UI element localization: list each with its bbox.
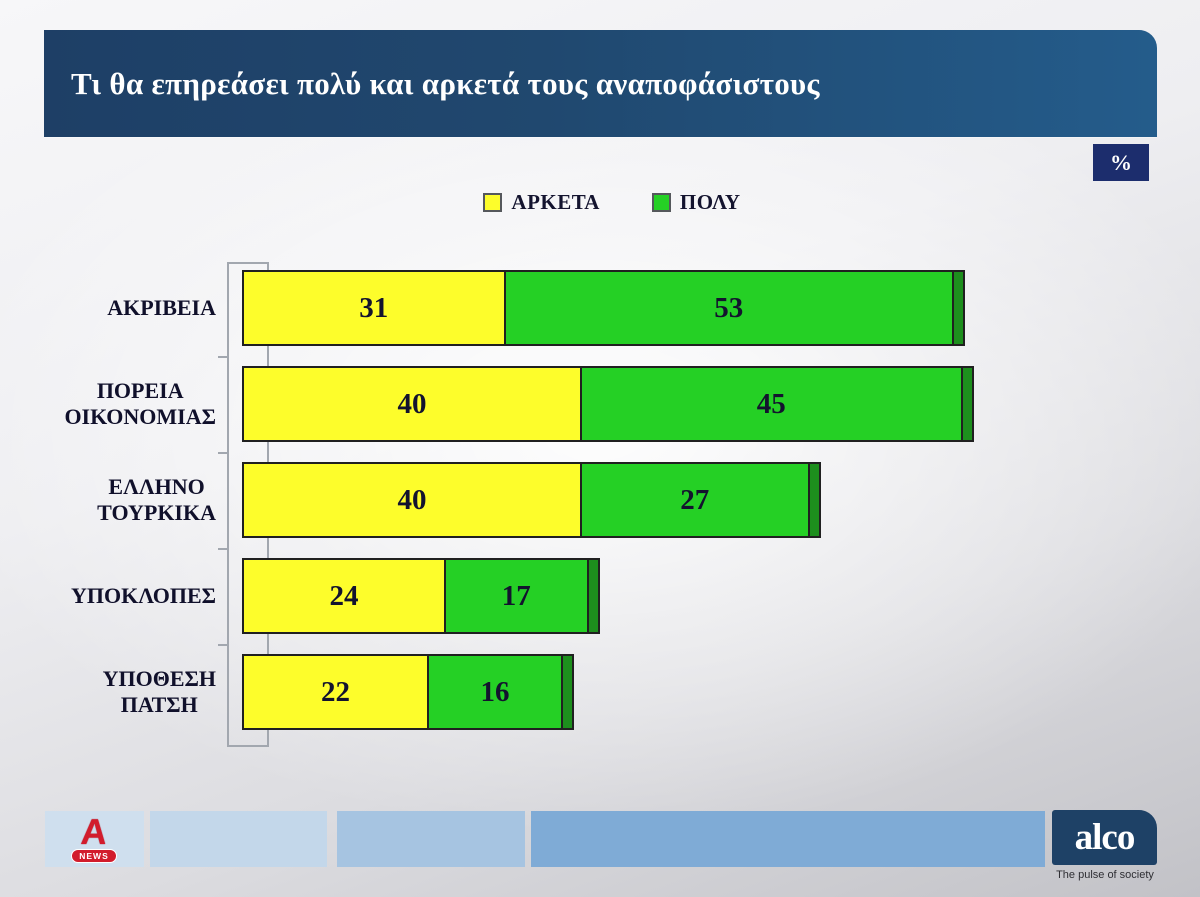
axis-tick	[218, 452, 228, 454]
category-label: ΠΟΡΕΙΑ ΟΙΚΟΝΟΜΙΑΣ	[64, 377, 216, 429]
poly-swatch-icon	[651, 193, 671, 212]
title-bar: Τι θα επηρεάσει πολύ και αρκετά τους ανα…	[44, 30, 1157, 137]
bar-segment-poly: 45	[580, 366, 963, 442]
bar-row: 40 45	[242, 366, 974, 442]
bar-row: 40 27	[242, 462, 821, 538]
chart-legend: ΑΡΚΕΤΑ ΠΟΛΥ	[12, 190, 1200, 215]
category-axis-line	[227, 262, 229, 747]
category-label: ΥΠΟΚΛΟΠΕΣ	[71, 582, 216, 608]
bar-end-cap	[561, 654, 574, 730]
plot-bottom-line	[227, 745, 269, 747]
bar-segment-poly: 16	[427, 654, 563, 730]
axis-tick	[218, 644, 228, 646]
bar-end-cap	[586, 558, 600, 634]
bar-row: 24 17	[242, 558, 600, 634]
bar-segment-poly: 17	[444, 558, 589, 634]
bar-row: 31 53	[242, 270, 965, 346]
bar-segment-arketa: 40	[242, 366, 582, 442]
alco-logo: alco	[1052, 810, 1157, 865]
bar-segment-arketa: 22	[242, 654, 429, 730]
bar-end-cap	[960, 366, 974, 442]
bar-segment-arketa: 24	[242, 558, 446, 634]
legend-item-poly: ΠΟΛΥ	[651, 190, 741, 215]
alpha-letter-icon: Α	[79, 811, 109, 852]
percent-badge: %	[1093, 144, 1149, 181]
plot-top-line	[227, 262, 269, 264]
footer-box-4	[531, 811, 1045, 867]
bar-end-cap	[807, 462, 821, 538]
bar-row: 22 16	[242, 654, 574, 730]
bar-segment-arketa: 31	[242, 270, 506, 346]
footer-box-2	[150, 811, 327, 867]
category-label: ΥΠΟΘΕΣΗ ΠΑΤΣΗ	[102, 665, 216, 717]
alco-wordmark: alco	[1074, 817, 1136, 858]
legend-label-poly: ΠΟΛΥ	[679, 190, 741, 214]
legend-label-arketa: ΑΡΚΕΤΑ	[511, 190, 600, 214]
page-title: Τι θα επηρεάσει πολύ και αρκετά τους ανα…	[71, 65, 820, 101]
legend-item-arketa: ΑΡΚΕΤΑ	[483, 190, 599, 215]
bar-segment-poly: 27	[580, 462, 810, 538]
bar-segment-poly: 53	[503, 270, 954, 346]
bar-segment-arketa: 40	[242, 462, 582, 538]
category-label: ΑΚΡΙΒΕΙΑ	[107, 294, 216, 320]
axis-tick	[218, 356, 228, 358]
alpha-news-label: NEWS	[71, 849, 117, 863]
bar-end-cap	[952, 270, 965, 346]
axis-tick	[218, 548, 228, 550]
alpha-news-logo: Α NEWS	[71, 811, 117, 863]
category-label: ΕΛΛΗΝΟ ΤΟΥΡΚΙΚΑ	[97, 473, 216, 525]
arketa-swatch-icon	[483, 193, 503, 212]
footer-box-3	[337, 811, 525, 867]
alco-tagline: The pulse of society	[1056, 869, 1154, 881]
